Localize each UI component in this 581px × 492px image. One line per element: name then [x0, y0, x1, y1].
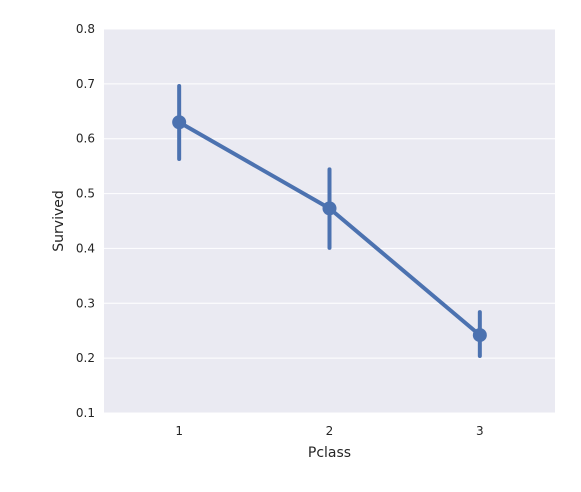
grid-lines — [104, 28, 555, 414]
y-tick-label: 0.7 — [76, 77, 95, 91]
y-tick-label: 0.1 — [76, 406, 95, 420]
y-tick-label: 0.3 — [76, 296, 95, 310]
data-point — [472, 328, 487, 343]
x-tick-labels: 1 2 3 — [175, 424, 483, 438]
y-tick-label: 0.4 — [76, 241, 95, 255]
y-tick-label: 0.5 — [76, 187, 95, 201]
y-axis-label: Survived — [51, 190, 67, 251]
x-tick-label: 1 — [175, 424, 183, 438]
data-marks — [172, 84, 487, 358]
data-point — [172, 115, 187, 130]
y-tick-label: 0.6 — [76, 132, 95, 146]
x-tick-label: 2 — [326, 424, 334, 438]
x-tick-label: 3 — [476, 424, 484, 438]
x-axis-label: Pclass — [308, 445, 351, 461]
y-tick-label: 0.8 — [76, 22, 95, 36]
data-point — [322, 201, 337, 216]
y-tick-label: 0.2 — [76, 351, 95, 365]
y-tick-labels: 0.1 0.2 0.3 0.4 0.5 0.6 0.7 0.8 — [76, 22, 95, 420]
